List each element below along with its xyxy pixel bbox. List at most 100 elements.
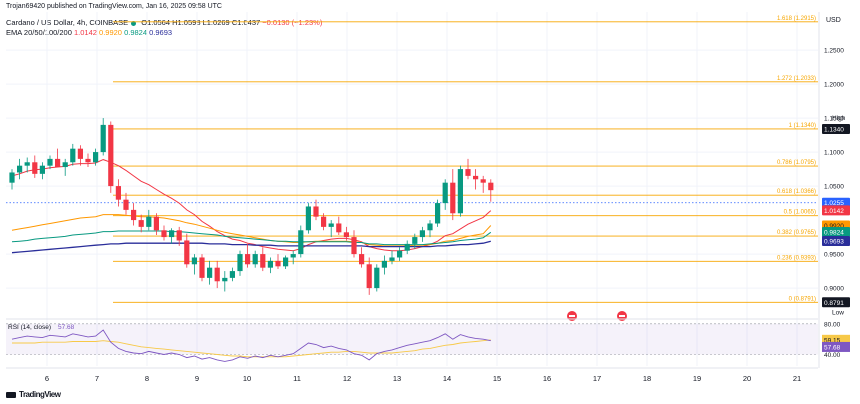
ema200-legend-value: 0.9693 [149, 28, 173, 37]
candle-body[interactable] [47, 158, 53, 166]
candle-body[interactable] [321, 216, 327, 227]
low-label: L [202, 18, 207, 27]
candle-body[interactable] [283, 257, 289, 267]
candle-body[interactable] [359, 254, 365, 265]
candle-body[interactable] [108, 124, 114, 187]
market-status-icon [131, 20, 137, 26]
economic-event-icon-stripe [619, 315, 625, 317]
candle-body[interactable] [267, 260, 273, 268]
candle-body[interactable] [32, 162, 38, 174]
x-tick-label: 8 [145, 374, 149, 383]
ema-legend: EMA 20/50/100/200 1.0142 0.9920 0.9824 0… [6, 28, 172, 37]
ema-legend-label: EMA 20/50/100/200 [6, 28, 72, 37]
candle-body[interactable] [488, 182, 494, 191]
y-tick-label: 1.2500 [824, 48, 844, 55]
candle-body[interactable] [427, 223, 433, 231]
candle-body[interactable] [343, 232, 349, 238]
candle-body[interactable] [298, 230, 304, 255]
candle-body[interactable] [93, 152, 99, 163]
candle-body[interactable] [24, 162, 30, 166]
candle-body[interactable] [351, 237, 357, 255]
candle-body[interactable] [381, 260, 387, 268]
candle-body[interactable] [404, 243, 410, 251]
y-tick-label: 1.1500 [824, 116, 844, 123]
candle-body[interactable] [207, 267, 213, 278]
x-tick-label: 13 [393, 374, 401, 383]
candle-body[interactable] [336, 223, 342, 233]
candle-body[interactable] [191, 257, 197, 265]
candle-body[interactable] [435, 203, 441, 224]
x-tick-label: 9 [195, 374, 199, 383]
ema20-value-tag [822, 205, 850, 216]
candle-body[interactable] [419, 230, 425, 238]
low-value-tag [822, 297, 850, 308]
candle-body[interactable] [397, 250, 403, 258]
candle-body[interactable] [131, 209, 137, 221]
candle-body[interactable] [450, 182, 456, 214]
footer: TradingView [6, 390, 61, 399]
x-tick-label: 7 [95, 374, 99, 383]
candle-body[interactable] [138, 220, 144, 227]
currency-label: USD [826, 17, 841, 24]
rsi-ma-value-tag-text: 59.15 [824, 337, 841, 344]
fib-label-0.236: 0.236 (0.9393) [777, 255, 816, 261]
candle-body[interactable] [184, 240, 190, 265]
candle-body[interactable] [252, 254, 258, 265]
candle-body[interactable] [457, 169, 463, 214]
candle-body[interactable] [465, 169, 471, 176]
candle-body[interactable] [85, 158, 91, 163]
candle-body[interactable] [237, 254, 243, 272]
ema20-legend-value: 1.0142 [73, 28, 97, 37]
candle-body[interactable] [17, 165, 23, 173]
publish-line: Trojan69420 published on TradingView.com… [6, 3, 222, 10]
candle-body[interactable] [123, 199, 129, 210]
open-label: O [141, 18, 148, 27]
candle-body[interactable] [412, 237, 418, 244]
candle-body[interactable] [153, 216, 159, 231]
x-tick-label: 15 [493, 374, 501, 383]
close-value: 1.0437 [237, 18, 261, 27]
x-tick-label: 12 [343, 374, 351, 383]
candle-body[interactable] [39, 165, 45, 174]
candle-body[interactable] [214, 267, 220, 282]
y-tick-label: 1.1000 [824, 150, 844, 157]
candle-body[interactable] [176, 230, 182, 241]
candle-body[interactable] [290, 254, 296, 258]
candle-body[interactable] [146, 216, 152, 227]
candle-body[interactable] [374, 267, 380, 289]
candle-body[interactable] [115, 186, 121, 200]
candle-body[interactable] [442, 182, 448, 204]
rsi-value-tag-text: 57.68 [824, 344, 841, 351]
candle-body[interactable] [366, 264, 372, 289]
candle-body[interactable] [169, 230, 175, 238]
y-tick-label: 1.0500 [824, 184, 844, 191]
candle-body[interactable] [305, 206, 311, 231]
candle-body[interactable] [62, 162, 68, 168]
candle-body[interactable] [199, 257, 205, 278]
x-tick-label: 20 [743, 374, 751, 383]
candle-body[interactable] [77, 148, 83, 159]
rsi-line [11, 329, 491, 362]
fib-label-0.382: 0.382 (0.9765) [777, 230, 816, 236]
candle-body[interactable] [245, 254, 251, 265]
candle-body[interactable] [229, 271, 235, 278]
candle-body[interactable] [9, 172, 15, 183]
candle-body[interactable] [222, 277, 228, 282]
candle-body[interactable] [313, 206, 319, 217]
candle-body[interactable] [480, 179, 486, 183]
x-tick-label: 17 [593, 374, 601, 383]
candle-body[interactable] [260, 254, 266, 268]
candle-body[interactable] [161, 230, 167, 238]
ema200-value-tag [822, 235, 850, 246]
candle-body[interactable] [389, 257, 395, 261]
candle-body[interactable] [275, 260, 281, 267]
candle-body[interactable] [100, 124, 106, 153]
candle-body[interactable] [328, 223, 334, 227]
ema50-value-tag-text: 0.9920 [824, 223, 844, 230]
candle-body[interactable] [55, 158, 61, 168]
candle-body[interactable] [70, 148, 76, 163]
rsi-ma-value-tag [822, 334, 850, 345]
candle-body[interactable] [473, 175, 479, 180]
high-value-tag-text: 1.1340 [824, 126, 844, 133]
